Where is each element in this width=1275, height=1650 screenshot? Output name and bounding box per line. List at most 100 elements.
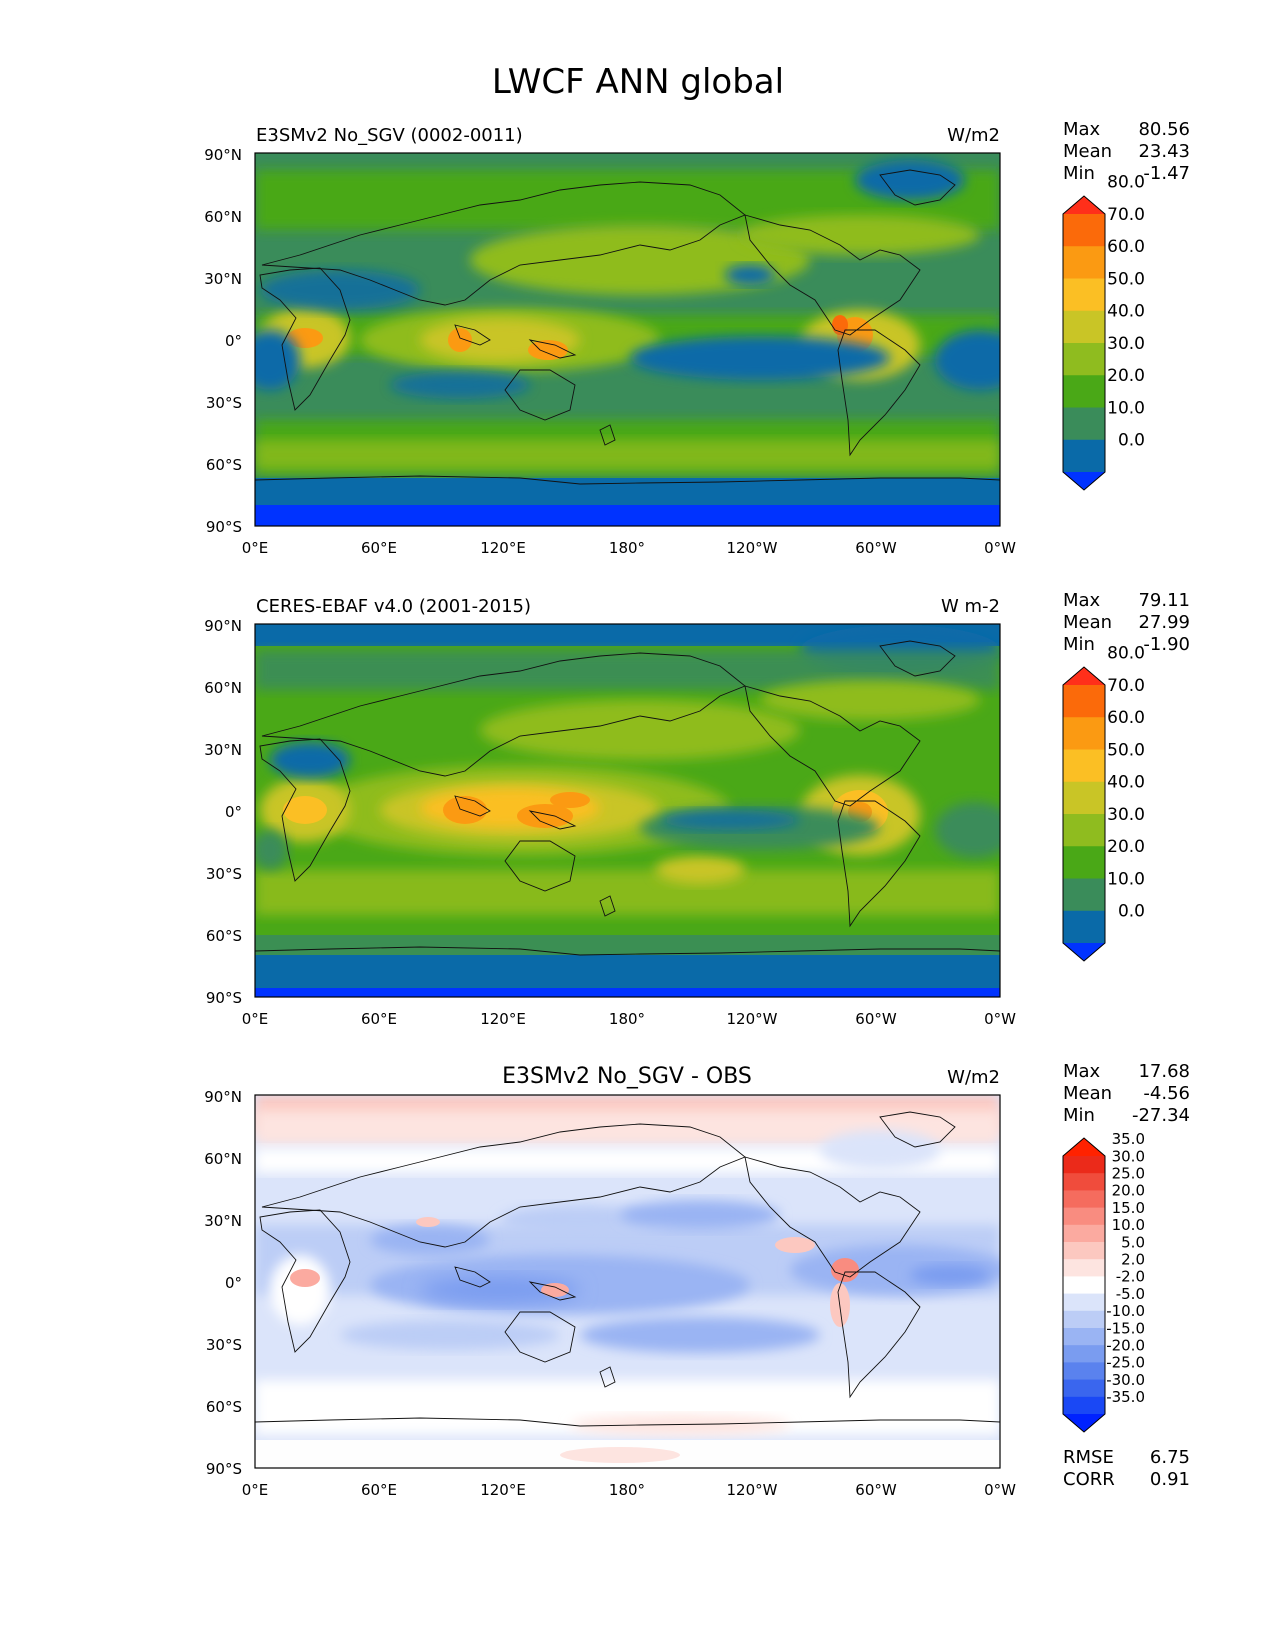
colorbar-tick-label: -10.0 <box>1106 1302 1145 1320</box>
stats-box: Max 79.11 Mean 27.99 Min -1.90 <box>1063 590 1190 655</box>
colorbar-swatch <box>1063 749 1105 783</box>
colorbar-swatch <box>1063 375 1105 408</box>
stat-max-label: Max <box>1063 1061 1101 1082</box>
lat-tick-label: 90°N <box>204 146 242 164</box>
stat-min-label: Min <box>1063 163 1095 184</box>
lon-tick-label: 120°W <box>727 1010 778 1028</box>
stat-min-label: Min <box>1063 1105 1095 1126</box>
lat-tick-label: 0° <box>225 332 242 350</box>
panel-title: CERES-EBAF v4.0 (2001-2015) <box>256 596 531 617</box>
colorbar-tick-label: 15.0 <box>1112 1199 1145 1217</box>
stats-box: Max 17.68 Mean -4.56 Min -27.34 <box>1063 1061 1190 1126</box>
stat-max-label: Max <box>1063 590 1101 611</box>
lon-tick-label: 180° <box>609 539 645 557</box>
map-frame <box>254 152 1001 527</box>
lat-axis: 90°N 60°N 30°N 0° 30°S 60°S 90°S <box>204 1088 242 1478</box>
stat-mean-value: -4.56 <box>1143 1083 1190 1104</box>
colorbar-swatch <box>1063 407 1105 441</box>
lon-tick-label: 0°E <box>242 1481 269 1499</box>
colorbar-extend-max <box>1063 196 1105 214</box>
lon-axis: 0°E 60°E 120°E 180° 120°W 60°W 0°W <box>242 539 1016 557</box>
lon-tick-label: 120°W <box>727 1481 778 1499</box>
panel-diff: E3SMv2 No_SGV - OBS W/m2 <box>204 1061 1190 1499</box>
stat-min-label: Min <box>1063 634 1095 655</box>
panel-obs: CERES-EBAF v4.0 (2001-2015) W m-2 <box>204 590 1190 1028</box>
colorbar-tick-label: 10.0 <box>1112 1216 1145 1234</box>
colorbar-extend-min <box>1063 943 1105 961</box>
stat-max-value: 79.11 <box>1138 590 1190 611</box>
lon-tick-label: 60°E <box>361 1481 397 1499</box>
colorbar: 0.0 10.0 20.0 30.0 40.0 50.0 60.0 70.0 80.0 <box>1062 644 1145 962</box>
stat-min-value: -1.90 <box>1143 634 1190 655</box>
colorbar-swatch <box>1063 814 1105 847</box>
lon-tick-label: 0°E <box>242 539 269 557</box>
lat-tick-label: 90°N <box>204 1088 242 1106</box>
lon-tick-label: 120°E <box>480 1481 526 1499</box>
colorbar-swatch <box>1063 310 1105 344</box>
colorbar-swatch <box>1063 1224 1105 1243</box>
lat-tick-label: 30°N <box>204 1212 242 1230</box>
colorbar-swatch <box>1063 846 1105 879</box>
panel-units: W/m2 <box>947 125 1000 146</box>
lat-tick-label: 90°S <box>206 989 242 1007</box>
coastlines <box>255 640 1000 956</box>
colorbar-tick-label: 10.0 <box>1107 398 1145 418</box>
colorbar-tick-label: 30.0 <box>1107 334 1145 354</box>
colorbar-extend-max <box>1063 1138 1105 1156</box>
colorbar-tick-label: -20.0 <box>1106 1336 1145 1354</box>
colorbar-tick-label: 60.0 <box>1107 237 1145 257</box>
rmse-label: RMSE <box>1063 1447 1114 1468</box>
colorbar-tick-label: 40.0 <box>1107 302 1145 322</box>
map-field <box>255 1095 1000 1468</box>
colorbar-swatch <box>1063 1207 1105 1226</box>
lon-axis: 0°E 60°E 120°E 180° 120°W 60°W 0°W <box>242 1481 1016 1499</box>
stat-min-value: -1.47 <box>1143 163 1190 184</box>
lon-tick-label: 60°E <box>361 1010 397 1028</box>
lat-tick-label: 30°N <box>204 741 242 759</box>
colorbar-tick-label: 80.0 <box>1107 644 1145 664</box>
colorbar-swatch <box>1063 1276 1105 1295</box>
colorbar: 0.0 10.0 20.0 30.0 40.0 50.0 60.0 70.0 80.0 <box>1062 173 1145 491</box>
colorbar-swatch <box>1063 1396 1105 1415</box>
lat-tick-label: 90°S <box>206 1460 242 1478</box>
colorbar-tick-label: -5.0 <box>1116 1285 1145 1303</box>
lon-axis: 0°E 60°E 120°E 180° 120°W 60°W 0°W <box>242 1010 1016 1028</box>
lat-tick-label: 60°S <box>206 927 242 945</box>
colorbar-swatch <box>1063 878 1105 912</box>
colorbar-swatch <box>1063 343 1105 376</box>
colorbar-outline <box>1062 1137 1106 1433</box>
lat-tick-label: 30°S <box>206 1336 242 1354</box>
colorbar-swatch <box>1063 1190 1105 1209</box>
lon-tick-label: 120°E <box>480 1010 526 1028</box>
lat-tick-label: 30°N <box>204 270 242 288</box>
lat-axis: 90°N 60°N 30°N 0° 30°S 60°S 90°S <box>204 617 242 1007</box>
lon-tick-label: 180° <box>609 1010 645 1028</box>
colorbar-tick-label: 20.0 <box>1112 1182 1145 1200</box>
stat-mean-label: Mean <box>1063 612 1112 633</box>
colorbar-swatch <box>1063 1156 1105 1174</box>
lat-tick-label: 60°S <box>206 456 242 474</box>
stat-max-label: Max <box>1063 119 1101 140</box>
colorbar-tick-label: 30.0 <box>1107 805 1145 825</box>
colorbar-swatch <box>1063 1379 1105 1398</box>
stat-mean-value: 23.43 <box>1138 141 1190 162</box>
panel-units: W m-2 <box>941 596 1000 617</box>
colorbar-tick-label: 5.0 <box>1121 1233 1145 1251</box>
colorbar-tick-label: 20.0 <box>1107 837 1145 857</box>
coastlines <box>255 1111 1000 1427</box>
colorbar-tick-label: 60.0 <box>1107 708 1145 728</box>
colorbar-tick-label: 0.0 <box>1118 902 1145 922</box>
map-frame <box>254 623 1001 998</box>
colorbar-swatch <box>1063 1345 1105 1363</box>
lon-tick-label: 60°W <box>855 1010 897 1028</box>
colorbar-tick-label: 25.0 <box>1112 1164 1145 1182</box>
lon-tick-label: 0°E <box>242 1010 269 1028</box>
colorbar-swatch <box>1063 1362 1105 1381</box>
colorbar-swatch <box>1063 439 1105 473</box>
colorbar-tick-label: 2.0 <box>1121 1250 1145 1268</box>
corr-label: CORR <box>1063 1469 1115 1490</box>
colorbar-swatch <box>1063 781 1105 815</box>
map-frame <box>254 1094 1001 1469</box>
colorbar: -35.0-30.0-25.0-20.0-15.0-10.0-5.0-2.02.… <box>1062 1130 1145 1433</box>
colorbar-extend-max <box>1063 667 1105 685</box>
